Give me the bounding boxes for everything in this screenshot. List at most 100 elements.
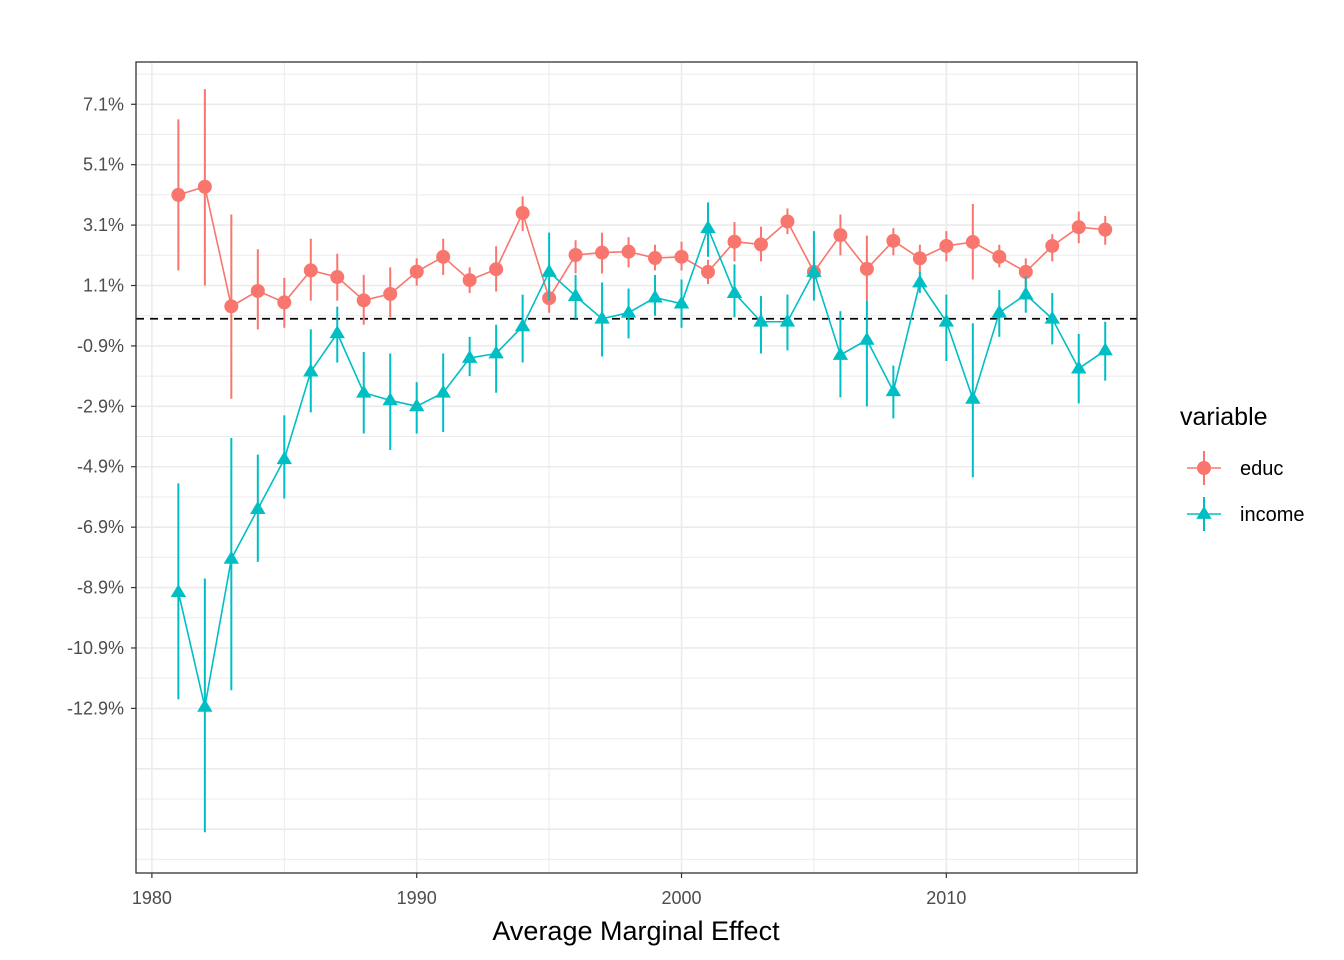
y-tick-label: -2.9%: [77, 396, 124, 416]
data-point-income: [806, 263, 822, 277]
x-tick-label: 1980: [132, 888, 172, 908]
y-tick-label: -6.9%: [77, 517, 124, 537]
data-point-educ: [277, 295, 292, 310]
data-point-educ: [330, 270, 345, 285]
data-point-educ: [859, 261, 874, 276]
data-point-educ: [1018, 264, 1033, 279]
data-point-educ: [595, 245, 610, 260]
y-tick-label: -10.9%: [67, 638, 124, 658]
data-point-educ: [356, 293, 371, 308]
data-point-educ: [568, 248, 583, 263]
y-tick-label: 7.1%: [83, 94, 124, 114]
y-tick-label: -4.9%: [77, 457, 124, 477]
data-point-income: [276, 451, 292, 465]
x-axis-title: Average Marginal Effect: [492, 916, 780, 946]
series-educ: [171, 89, 1113, 399]
data-point-educ: [912, 251, 927, 266]
y-tick-label: 3.1%: [83, 215, 124, 235]
data-point-educ: [621, 244, 636, 259]
x-tick-label: 2000: [661, 888, 701, 908]
data-point-educ: [1045, 238, 1060, 253]
data-point-educ: [197, 179, 212, 194]
data-point-income: [514, 318, 531, 332]
data-point-educ: [939, 238, 954, 253]
data-point-educ: [886, 233, 901, 248]
data-point-income: [753, 313, 769, 327]
data-point-educ: [515, 206, 530, 221]
x-tick-label: 2010: [926, 888, 966, 908]
y-tick-label: 5.1%: [83, 155, 124, 175]
data-point-educ: [462, 273, 477, 288]
data-point-income: [303, 363, 319, 377]
legend-title: variable: [1180, 403, 1268, 431]
data-point-income: [991, 304, 1007, 318]
data-point-income: [1044, 310, 1060, 324]
data-point-educ: [383, 286, 398, 301]
legend-entry-income: income: [1187, 497, 1304, 531]
data-point-income: [673, 295, 690, 309]
x-tick-label: 1990: [397, 888, 437, 908]
data-point-income: [567, 288, 584, 302]
data-point-income: [965, 390, 981, 404]
y-tick-label: -12.9%: [67, 698, 124, 718]
data-point-educ: [674, 249, 689, 264]
data-point-income: [912, 274, 928, 288]
data-point-educ: [409, 264, 424, 279]
data-point-educ: [250, 283, 265, 298]
data-point-income: [1071, 360, 1087, 374]
data-point-income: [382, 392, 398, 406]
data-point-educ: [753, 237, 768, 252]
data-point-educ: [727, 234, 742, 249]
data-point-income: [1018, 286, 1034, 300]
data-point-educ: [171, 187, 186, 202]
data-point-educ: [780, 214, 795, 229]
data-point-income: [541, 263, 557, 277]
data-point-educ: [224, 299, 239, 314]
data-point-educ: [489, 262, 504, 277]
legend-key-educ: [1197, 461, 1211, 475]
data-point-income: [223, 550, 240, 564]
data-point-income: [620, 304, 637, 318]
grid-major: [136, 62, 1137, 873]
legend: variable educ income: [1180, 403, 1304, 531]
data-point-educ: [1071, 220, 1086, 235]
legend-label-educ: educ: [1240, 458, 1283, 480]
data-point-income: [488, 345, 504, 359]
data-point-educ: [701, 264, 715, 279]
data-point-educ: [648, 251, 663, 266]
series-line-income: [177, 225, 1106, 708]
legend-entry-educ: educ: [1187, 451, 1283, 485]
data-point-income: [461, 349, 478, 363]
plot-panel-border: [135, 61, 1138, 874]
y-tick-label: -0.9%: [77, 336, 124, 356]
data-point-educ: [965, 235, 980, 250]
data-point-educ: [1098, 222, 1113, 237]
data-point-educ: [303, 263, 318, 278]
data-point-income: [250, 501, 266, 514]
data-point-income: [594, 310, 610, 324]
data-point-educ: [833, 228, 848, 243]
data-point-educ: [992, 249, 1007, 264]
grid-minor: [136, 62, 1137, 873]
x-axis: 1980 1990 2000 2010: [132, 873, 966, 908]
data-point-income: [1097, 342, 1113, 356]
data-point-income: [885, 383, 902, 397]
data-point-income: [409, 398, 425, 412]
data-point-income: [832, 346, 849, 360]
legend-key-income: [1196, 505, 1212, 519]
data-point-income: [700, 220, 716, 234]
data-point-income: [726, 285, 743, 298]
data-point-educ: [436, 249, 451, 264]
data-point-income: [329, 325, 345, 339]
data-point-income: [779, 313, 796, 327]
data-point-income: [356, 384, 372, 398]
data-point-income: [197, 698, 213, 712]
data-point-income: [647, 289, 663, 303]
data-point-income: [938, 313, 955, 327]
legend-label-income: income: [1240, 504, 1304, 526]
y-axis: 7.1% 5.1% 3.1% 1.1% -0.9% -2.9% -4.9% -6.9% -8.9…: [67, 94, 136, 718]
y-tick-label: 1.1%: [83, 276, 124, 296]
series-layer: [170, 89, 1113, 833]
data-point-income: [859, 331, 875, 345]
